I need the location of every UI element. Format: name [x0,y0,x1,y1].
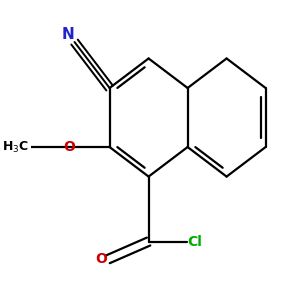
Text: N: N [61,28,74,43]
Text: Cl: Cl [188,235,202,248]
Text: H$_3$C: H$_3$C [2,140,28,154]
Text: O: O [63,140,75,154]
Text: O: O [95,252,107,266]
